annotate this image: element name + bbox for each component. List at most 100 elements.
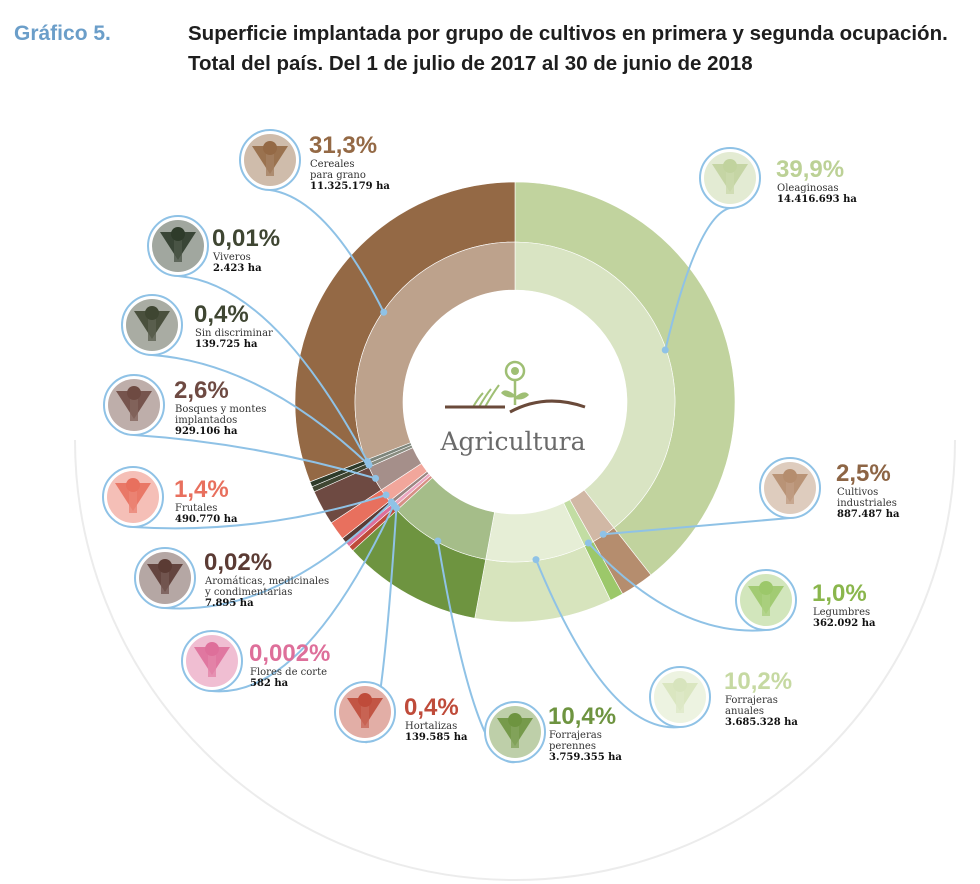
hortalizas-icon — [334, 681, 396, 743]
hectares-value: 139.725 ha — [195, 339, 258, 350]
category-name: Oleaginosas — [777, 183, 839, 194]
leader-line — [535, 559, 681, 729]
category-name: Flores de corte — [250, 667, 327, 678]
center-hub: Agricultura — [403, 290, 627, 514]
category-name: para grano — [310, 170, 366, 181]
leader-line — [211, 504, 395, 693]
percent-label: 0,02% — [204, 549, 272, 576]
percent-label: 2,5% — [836, 460, 891, 487]
forr_perennes-icon — [484, 701, 546, 763]
decorative-outer-arc — [74, 439, 956, 881]
leader-dot — [364, 457, 372, 465]
hectares-value: 3.759.355 ha — [549, 752, 622, 763]
percent-label: 31,3% — [309, 132, 377, 159]
hectares-value: 139.585 ha — [405, 732, 468, 743]
leader-dot — [387, 498, 395, 506]
leader-line — [587, 542, 767, 632]
leader-line — [177, 275, 369, 462]
hectares-value: 887.487 ha — [837, 509, 900, 520]
category-name: Forrajeras — [725, 695, 778, 706]
legumbres-icon — [735, 569, 797, 631]
category-name: Aromáticas, medicinales — [204, 576, 329, 587]
percent-label: 10,2% — [724, 668, 792, 695]
figure-number: Gráfico 5. — [14, 22, 111, 45]
category-name: Cultivos — [837, 487, 878, 498]
category-name: Hortalizas — [405, 721, 457, 732]
category-name: Forrajeras — [549, 730, 602, 741]
percent-label: 39,9% — [776, 156, 844, 183]
leader-dot — [584, 539, 592, 547]
percent-label: 0,002% — [249, 640, 330, 667]
category-name: implantados — [175, 415, 237, 426]
sin_discriminar-icon — [121, 294, 183, 356]
cereales-icon — [239, 129, 301, 191]
leader-dot — [380, 308, 388, 316]
flores-icon — [181, 630, 243, 692]
viveros-icon — [147, 215, 209, 277]
chart-title-line-1: Superficie implantada por grupo de culti… — [188, 22, 948, 45]
frutales-icon — [102, 466, 164, 528]
center-label: Agricultura — [439, 427, 585, 456]
leader-line — [603, 517, 791, 536]
percent-label: 1,0% — [812, 580, 867, 607]
percent-label: 0,4% — [194, 301, 249, 328]
chart-title-line-2: Total del país. Del 1 de julio de 2017 a… — [188, 52, 753, 75]
leader-line — [269, 189, 385, 313]
leader-line — [664, 207, 731, 351]
leader-line — [133, 434, 376, 480]
percent-label: 0,4% — [404, 694, 459, 721]
percent-label: 1,4% — [174, 476, 229, 503]
leader-dot — [599, 530, 607, 538]
category-name: Frutales — [175, 503, 217, 514]
category-name: y condimentarias — [204, 587, 292, 598]
category-name: perennes — [549, 741, 596, 752]
category-name: Cereales — [310, 159, 354, 170]
outer-guide-arc — [74, 439, 956, 881]
hectares-value: 362.092 ha — [813, 618, 876, 629]
industriales-icon — [759, 457, 821, 519]
percent-label: 0,01% — [212, 225, 280, 252]
aromaticas-icon — [134, 547, 196, 609]
percent-label: 10,4% — [548, 703, 616, 730]
forr_anuales-icon — [649, 666, 711, 728]
category-name: anuales — [725, 706, 764, 717]
category-name: Legumbres — [813, 607, 870, 618]
donut-inner-ring — [354, 241, 676, 563]
hectares-value: 582 ha — [250, 678, 289, 689]
hectares-value: 7.895 ha — [205, 598, 254, 609]
agriculture-icon — [445, 360, 586, 414]
percent-label: 2,6% — [174, 377, 229, 404]
leader-dot — [661, 346, 669, 354]
leader-line — [132, 494, 387, 530]
donut-outer-ring — [294, 181, 736, 623]
leader-dot — [372, 474, 380, 482]
leader-dot — [434, 537, 442, 545]
oleaginosas-icon — [699, 147, 761, 209]
hectares-value: 490.770 ha — [175, 514, 238, 525]
bosques-icon — [103, 374, 165, 436]
hectares-value: 11.325.179 ha — [310, 181, 390, 192]
leader-dot — [382, 491, 390, 499]
category-name: Sin discriminar — [195, 328, 273, 339]
hectares-value: 2.423 ha — [213, 263, 262, 274]
leader-line — [164, 501, 393, 610]
category-name: Viveros — [212, 252, 251, 263]
leader-dot — [532, 556, 540, 564]
hectares-value: 14.416.693 ha — [777, 194, 857, 205]
leader-line — [151, 354, 370, 466]
